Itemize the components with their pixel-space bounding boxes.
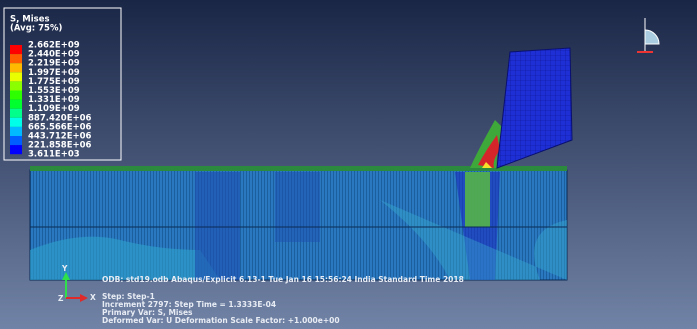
legend-swatch xyxy=(10,54,22,63)
odb-info: ODB: std19.odb Abaqus/Explicit 6.13-1 Tu… xyxy=(102,275,464,284)
legend-swatch xyxy=(10,91,22,100)
legend-swatch xyxy=(10,109,22,118)
axis-y-label: Y xyxy=(61,264,68,273)
workpiece xyxy=(30,166,567,280)
legend-swatch xyxy=(10,100,22,109)
legend-swatch xyxy=(10,145,22,154)
legend-label: 3.611E+03 xyxy=(28,150,80,160)
legend-swatch xyxy=(10,72,22,81)
legend-swatch xyxy=(10,127,22,136)
deformed-var: Deformed Var: U Deformation Scale Factor… xyxy=(102,316,340,325)
legend-subtitle: (Avg: 75%) xyxy=(10,24,62,34)
legend-swatch xyxy=(10,63,22,72)
axis-z-label: Z xyxy=(58,294,64,303)
legend-swatch xyxy=(10,136,22,145)
axis-x-label: X xyxy=(90,293,96,302)
legend-swatch xyxy=(10,118,22,127)
legend-swatch xyxy=(10,45,22,54)
viewport: S, Mises (Avg: 75%) 2.662E+092.440E+092.… xyxy=(0,0,697,329)
legend-swatch xyxy=(10,81,22,90)
